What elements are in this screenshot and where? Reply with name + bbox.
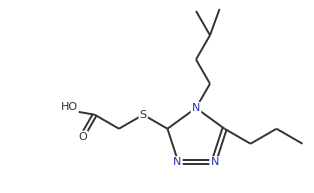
Text: N: N bbox=[173, 157, 181, 167]
Text: S: S bbox=[140, 110, 147, 120]
Text: N: N bbox=[210, 157, 219, 167]
Text: N: N bbox=[192, 103, 200, 113]
Text: HO: HO bbox=[61, 102, 78, 112]
Text: O: O bbox=[78, 132, 87, 142]
